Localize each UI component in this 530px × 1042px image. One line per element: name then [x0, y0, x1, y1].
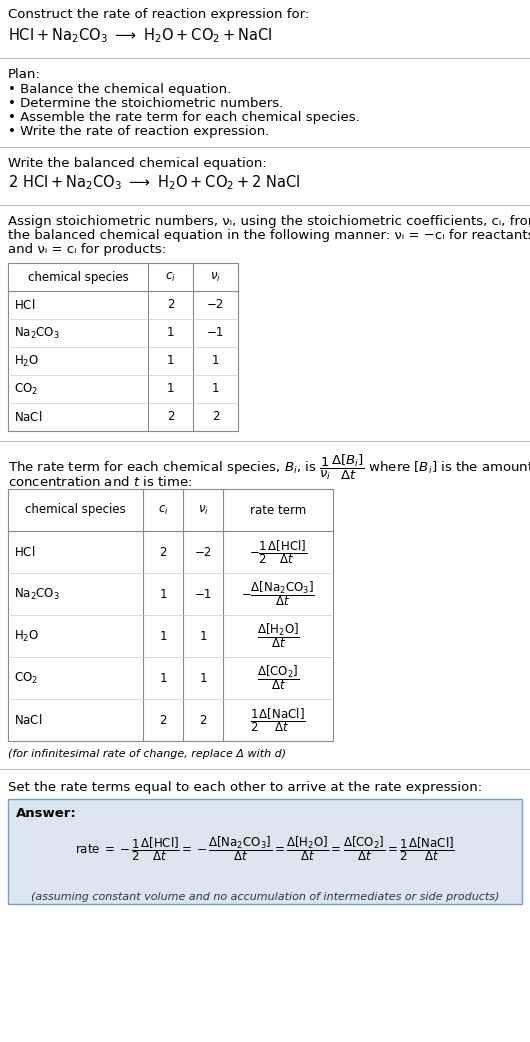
- Text: 2: 2: [199, 714, 207, 726]
- Text: • Write the rate of reaction expression.: • Write the rate of reaction expression.: [8, 125, 269, 138]
- Text: $\nu_i$: $\nu_i$: [210, 271, 221, 283]
- Text: Construct the rate of reaction expression for:: Construct the rate of reaction expressio…: [8, 8, 309, 21]
- Text: 1: 1: [159, 671, 167, 685]
- Text: 2: 2: [159, 714, 167, 726]
- Text: 1: 1: [199, 671, 207, 685]
- Text: The rate term for each chemical species, $B_i$, is $\dfrac{1}{\nu_i}$$\dfrac{\De: The rate term for each chemical species,…: [8, 453, 530, 482]
- Text: −1: −1: [195, 588, 211, 600]
- Text: (assuming constant volume and no accumulation of intermediates or side products): (assuming constant volume and no accumul…: [31, 892, 499, 902]
- Text: chemical species: chemical species: [25, 503, 126, 517]
- Text: 2: 2: [167, 298, 174, 312]
- Text: 1: 1: [199, 629, 207, 643]
- Text: Plan:: Plan:: [8, 68, 41, 81]
- Text: (for infinitesimal rate of change, replace Δ with d): (for infinitesimal rate of change, repla…: [8, 749, 286, 759]
- Text: 1: 1: [159, 588, 167, 600]
- Text: $\mathrm{H_2O}$: $\mathrm{H_2O}$: [14, 628, 39, 644]
- Text: $\dfrac{1}{2}\dfrac{\Delta[\mathrm{NaCl}]}{\Delta t}$: $\dfrac{1}{2}\dfrac{\Delta[\mathrm{NaCl}…: [250, 706, 306, 734]
- Text: 2: 2: [212, 411, 219, 423]
- Text: $-\dfrac{1}{2}\dfrac{\Delta[\mathrm{HCl}]}{\Delta t}$: $-\dfrac{1}{2}\dfrac{\Delta[\mathrm{HCl}…: [249, 538, 307, 566]
- Text: −2: −2: [195, 546, 211, 559]
- Text: Answer:: Answer:: [16, 807, 77, 820]
- Text: and νᵢ = cᵢ for products:: and νᵢ = cᵢ for products:: [8, 243, 166, 256]
- Text: $\mathrm{CO_2}$: $\mathrm{CO_2}$: [14, 670, 38, 686]
- Text: $c_i$: $c_i$: [157, 503, 169, 517]
- Text: 2: 2: [159, 546, 167, 559]
- Text: 1: 1: [167, 354, 174, 368]
- Text: 2: 2: [167, 411, 174, 423]
- Text: 1: 1: [167, 326, 174, 340]
- Text: $\mathrm{HCl}$: $\mathrm{HCl}$: [14, 298, 36, 312]
- Text: $\mathrm{Na_2CO_3}$: $\mathrm{Na_2CO_3}$: [14, 587, 60, 601]
- Text: $\mathrm{H_2O}$: $\mathrm{H_2O}$: [14, 353, 39, 369]
- Text: $\nu_i$: $\nu_i$: [198, 503, 208, 517]
- Text: Write the balanced chemical equation:: Write the balanced chemical equation:: [8, 157, 267, 170]
- Text: $\mathrm{CO_2}$: $\mathrm{CO_2}$: [14, 381, 38, 397]
- Text: rate $= -\dfrac{1}{2}\dfrac{\Delta[\mathrm{HCl}]}{\Delta t} = -\dfrac{\Delta[\ma: rate $= -\dfrac{1}{2}\dfrac{\Delta[\math…: [75, 834, 455, 863]
- Text: Set the rate terms equal to each other to arrive at the rate expression:: Set the rate terms equal to each other t…: [8, 782, 482, 794]
- Text: $c_i$: $c_i$: [165, 271, 176, 283]
- Text: the balanced chemical equation in the following manner: νᵢ = −cᵢ for reactants: the balanced chemical equation in the fo…: [8, 229, 530, 242]
- Text: 1: 1: [167, 382, 174, 396]
- Text: −2: −2: [207, 298, 224, 312]
- Text: $\mathrm{HCl + Na_2CO_3 \ \longrightarrow \ H_2O + CO_2 + NaCl}$: $\mathrm{HCl + Na_2CO_3 \ \longrightarro…: [8, 26, 272, 45]
- Text: $\mathrm{NaCl}$: $\mathrm{NaCl}$: [14, 410, 42, 424]
- Text: $\mathrm{Na_2CO_3}$: $\mathrm{Na_2CO_3}$: [14, 325, 60, 341]
- Text: $\mathrm{NaCl}$: $\mathrm{NaCl}$: [14, 713, 42, 727]
- Text: $\mathrm{HCl}$: $\mathrm{HCl}$: [14, 545, 36, 559]
- Text: 1: 1: [212, 382, 219, 396]
- Text: $\mathrm{2\ HCl + Na_2CO_3 \ \longrightarrow \ H_2O + CO_2 + 2\ NaCl}$: $\mathrm{2\ HCl + Na_2CO_3 \ \longrighta…: [8, 173, 301, 192]
- Text: $\dfrac{\Delta[\mathrm{H_2O}]}{\Delta t}$: $\dfrac{\Delta[\mathrm{H_2O}]}{\Delta t}…: [257, 622, 299, 650]
- Text: −1: −1: [207, 326, 224, 340]
- Text: • Determine the stoichiometric numbers.: • Determine the stoichiometric numbers.: [8, 97, 283, 110]
- Text: • Balance the chemical equation.: • Balance the chemical equation.: [8, 83, 231, 96]
- Text: concentration and $t$ is time:: concentration and $t$ is time:: [8, 475, 192, 489]
- Text: Assign stoichiometric numbers, νᵢ, using the stoichiometric coefficients, cᵢ, fr: Assign stoichiometric numbers, νᵢ, using…: [8, 215, 530, 228]
- Text: • Assemble the rate term for each chemical species.: • Assemble the rate term for each chemic…: [8, 111, 360, 124]
- Bar: [8, 263, 238, 431]
- Text: 1: 1: [159, 629, 167, 643]
- Bar: [8, 489, 333, 741]
- Text: rate term: rate term: [250, 503, 306, 517]
- Text: 1: 1: [212, 354, 219, 368]
- Bar: [8, 799, 522, 904]
- Text: $\dfrac{\Delta[\mathrm{CO_2}]}{\Delta t}$: $\dfrac{\Delta[\mathrm{CO_2}]}{\Delta t}…: [257, 664, 299, 692]
- Text: chemical species: chemical species: [28, 271, 128, 283]
- Text: $-\dfrac{\Delta[\mathrm{Na_2CO_3}]}{\Delta t}$: $-\dfrac{\Delta[\mathrm{Na_2CO_3}]}{\Del…: [241, 579, 315, 609]
